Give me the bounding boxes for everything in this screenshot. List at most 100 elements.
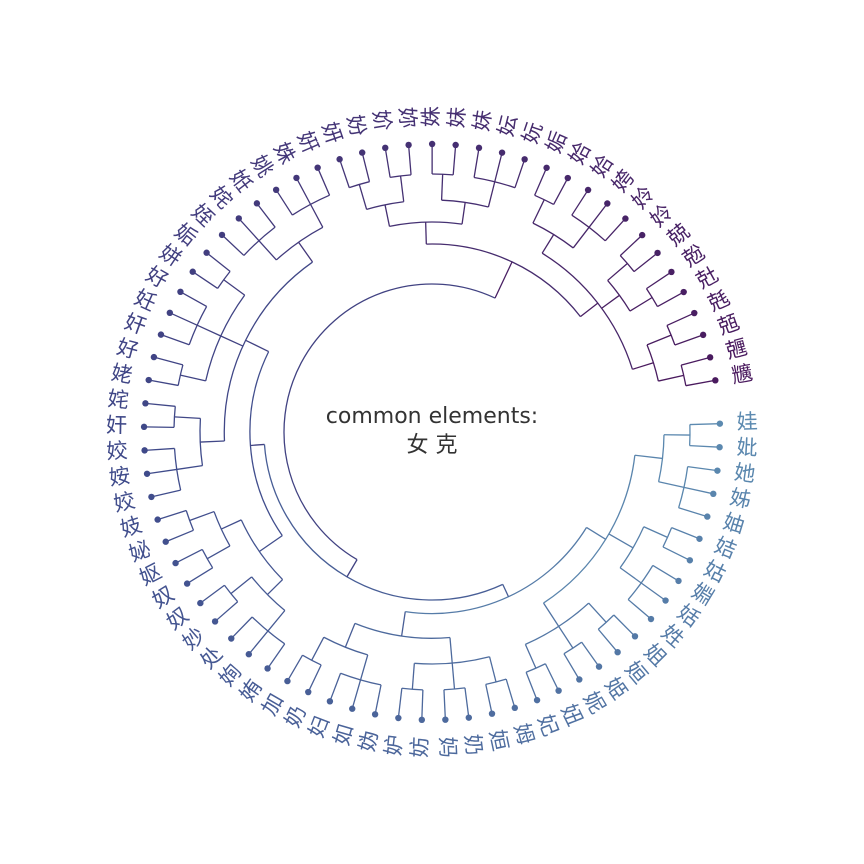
leaf-label: 妢 [342,113,370,139]
dendrogram-branch [542,602,560,627]
dendrogram-branch [646,271,672,290]
dendrogram-branch [206,545,231,560]
dendrogram-branch [689,444,720,448]
leaf-node [293,174,300,182]
leaf-node [142,400,149,407]
leaf-node [631,633,639,640]
leaf-node [405,141,412,149]
dendrogram-branch [359,654,369,681]
dendrogram-branch [666,312,695,327]
dendrogram-branch [633,252,658,273]
leaf-label: 妹 [444,106,470,129]
leaf-node [305,688,312,696]
leaf-node [691,309,698,317]
leaf-node [371,711,379,718]
dendrogram-leaf-nodes [140,140,724,724]
leaf-node [245,651,253,658]
leaf-node [584,186,592,194]
leaf-label: 兣 [723,335,750,364]
leaf-node [714,467,721,474]
dendrogram-branch [346,559,358,578]
dendrogram-branch [407,144,412,175]
leaf-node [418,716,426,724]
leaf-label: 奸 [106,413,127,437]
dendrogram-arc [292,194,330,216]
dendrogram-arc [525,602,590,645]
leaf-node [228,635,235,642]
dendrogram-branch [221,519,242,530]
dendrogram-branch [351,679,362,709]
leaf-node [533,696,541,704]
leaf-node [706,354,714,361]
dendrogram-branch [652,564,679,582]
dendrogram-branch [681,356,711,366]
dendrogram-branch [571,189,589,216]
leaf-node [710,490,717,498]
dendrogram-branch [329,673,342,702]
leaf-node [614,649,621,656]
dendrogram-branch [662,546,691,561]
dendrogram-branch [658,481,685,489]
leaf-node [172,559,179,567]
leaf-label: 娃 [736,410,758,435]
dendrogram-branch [199,584,225,604]
dendrogram-branch [553,177,569,205]
dendrogram-branch [196,324,222,337]
dendrogram-arc [607,280,631,312]
dendrogram-arc [401,687,423,691]
leaf-node [465,714,472,721]
dendrogram-branch [601,294,620,309]
dendrogram-branch [309,204,324,228]
dendrogram-arc [525,663,546,673]
leaf-node [314,164,321,171]
dendrogram-branch [452,144,457,175]
dendrogram-branch [421,689,424,720]
dendrogram-arc [173,406,176,428]
leaf-node [148,493,155,501]
leaf-node [716,444,723,451]
leaf-label: 兡 [715,310,743,340]
dendrogram-branch [687,465,718,472]
dendrogram-branch [689,423,720,426]
leaf-node [145,376,152,384]
leaf-node [382,144,389,152]
leaf-node [189,268,196,275]
leaf-label: 妎 [368,108,395,133]
dendrogram-branch [245,339,269,353]
dendrogram-arc [405,527,588,615]
dendrogram-branch [148,379,179,387]
dendrogram-branch [534,167,548,196]
leaf-node [662,597,669,604]
leaf-node [154,516,161,523]
dendrogram-branch [358,184,368,210]
dendrogram-branch [374,684,382,715]
dendrogram-branch [671,527,700,540]
leaf-label: 姣 [111,488,137,516]
dendrogram-arc [474,176,516,189]
dendrogram-branch [572,226,590,249]
dendrogram-branch [248,630,269,655]
dendrogram-branch [200,440,225,443]
dendrogram-branch [206,252,231,272]
dendrogram-branch [674,334,704,346]
leaf-label: 奶 [460,733,486,757]
leaf-label: 兤 [730,361,755,388]
dendrogram-branch [311,636,325,661]
leaf-node [699,331,707,339]
dendrogram-branch [146,468,177,475]
dendrogram-branch [267,610,286,632]
dendrogram-branch [399,175,405,202]
dendrogram-branch [258,535,283,553]
dendrogram-branch [461,202,466,225]
dendrogram-branch [250,443,265,447]
dendrogram-branch [607,262,628,281]
leaf-node [668,268,675,276]
dendrogram-branch [411,663,415,690]
dendrogram-branch [619,567,642,584]
dendrogram-branch [505,678,516,709]
dendrogram-branch [384,147,391,178]
dendrogram-branch [344,623,356,648]
dendrogram-branch [192,271,219,289]
